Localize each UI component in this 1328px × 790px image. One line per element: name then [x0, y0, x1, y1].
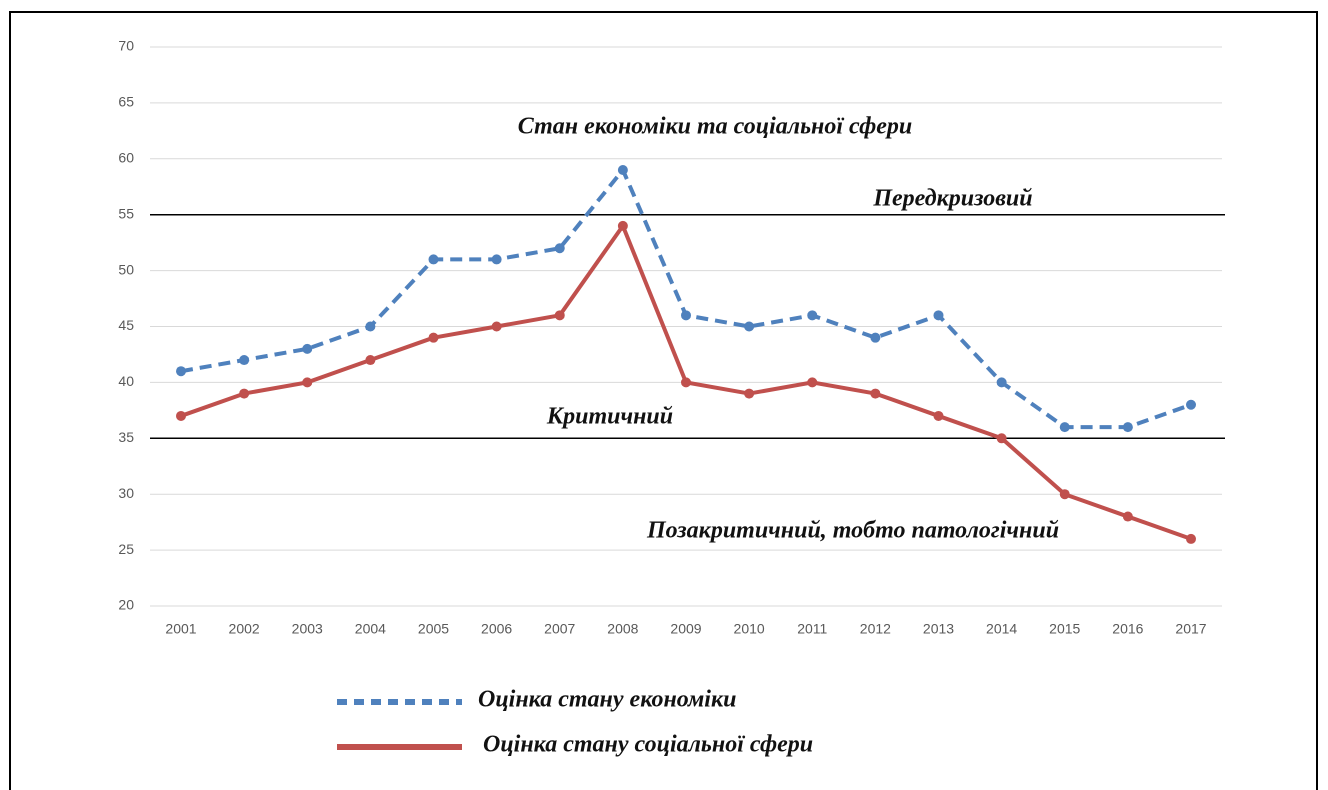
legend-label: Оцінка стану соціальної сфери	[483, 732, 813, 758]
x-tick-label: 2015	[1049, 621, 1080, 637]
x-tick-label: 2002	[229, 621, 260, 637]
data-point	[1059, 489, 1070, 500]
x-tick-label: 2017	[1175, 621, 1206, 637]
y-tick-label: 65	[118, 94, 134, 110]
data-point	[744, 388, 755, 399]
y-tick-label: 40	[118, 373, 134, 389]
data-point	[870, 332, 881, 343]
x-tick-label: 2007	[544, 621, 575, 637]
y-tick-label: 45	[118, 317, 134, 333]
data-point	[681, 310, 691, 321]
x-tick-label: 2012	[860, 621, 891, 637]
annotation: Критичний	[546, 404, 673, 430]
data-point	[554, 243, 565, 254]
legend-label: Оцінка стану економіки	[478, 687, 736, 713]
data-point	[933, 310, 944, 321]
data-point	[870, 388, 881, 399]
x-tick-label: 2008	[607, 621, 638, 637]
data-point	[744, 321, 755, 332]
y-tick-label: 70	[118, 38, 134, 54]
data-point	[807, 310, 818, 321]
data-point	[554, 310, 565, 321]
data-point	[1122, 511, 1133, 522]
series-line	[180, 167, 1192, 430]
data-point	[239, 355, 250, 366]
data-point	[302, 343, 313, 354]
data-point	[302, 377, 313, 388]
data-point	[996, 433, 1007, 444]
data-point	[996, 377, 1007, 388]
y-tick-label: 35	[118, 429, 134, 445]
y-tick-label: 50	[118, 261, 134, 277]
annotation: Позакритичний, тобто патологічний	[646, 518, 1059, 544]
annotation: Передкризовий	[872, 186, 1032, 212]
data-point	[681, 377, 691, 388]
x-tick-label: 2013	[923, 621, 954, 637]
x-tick-label: 2004	[355, 621, 386, 637]
x-tick-label: 2010	[734, 621, 765, 637]
data-point	[1186, 399, 1196, 410]
y-tick-label: 30	[118, 485, 134, 501]
x-tick-label: 2003	[292, 621, 323, 637]
data-point	[176, 410, 186, 421]
x-tick-label: 2009	[670, 621, 701, 637]
data-point	[1122, 422, 1133, 433]
data-point	[428, 254, 439, 265]
x-tick-label: 2016	[1112, 621, 1143, 637]
data-point	[1059, 422, 1070, 433]
data-point	[617, 164, 628, 175]
data-point	[239, 388, 250, 399]
data-point	[617, 220, 628, 231]
data-point	[933, 410, 944, 421]
x-tick-label: 2005	[418, 621, 449, 637]
data-point	[491, 254, 502, 265]
x-tick-label: 2011	[797, 621, 827, 637]
x-tick-label: 2014	[986, 621, 1017, 637]
data-point	[365, 321, 376, 332]
x-tick-label: 2001	[165, 621, 196, 637]
data-point	[365, 355, 376, 366]
y-tick-label: 20	[118, 597, 134, 613]
data-point	[491, 321, 502, 332]
data-point	[807, 377, 818, 388]
y-tick-label: 25	[118, 541, 134, 557]
data-point	[1186, 533, 1196, 544]
data-point	[428, 332, 439, 343]
y-tick-label: 60	[118, 150, 134, 166]
y-tick-label: 55	[118, 205, 134, 221]
data-point	[176, 366, 186, 377]
chart-border	[9, 11, 1318, 790]
annotation: Стан економіки та соціальної сфери	[518, 114, 913, 140]
x-tick-label: 2006	[481, 621, 512, 637]
